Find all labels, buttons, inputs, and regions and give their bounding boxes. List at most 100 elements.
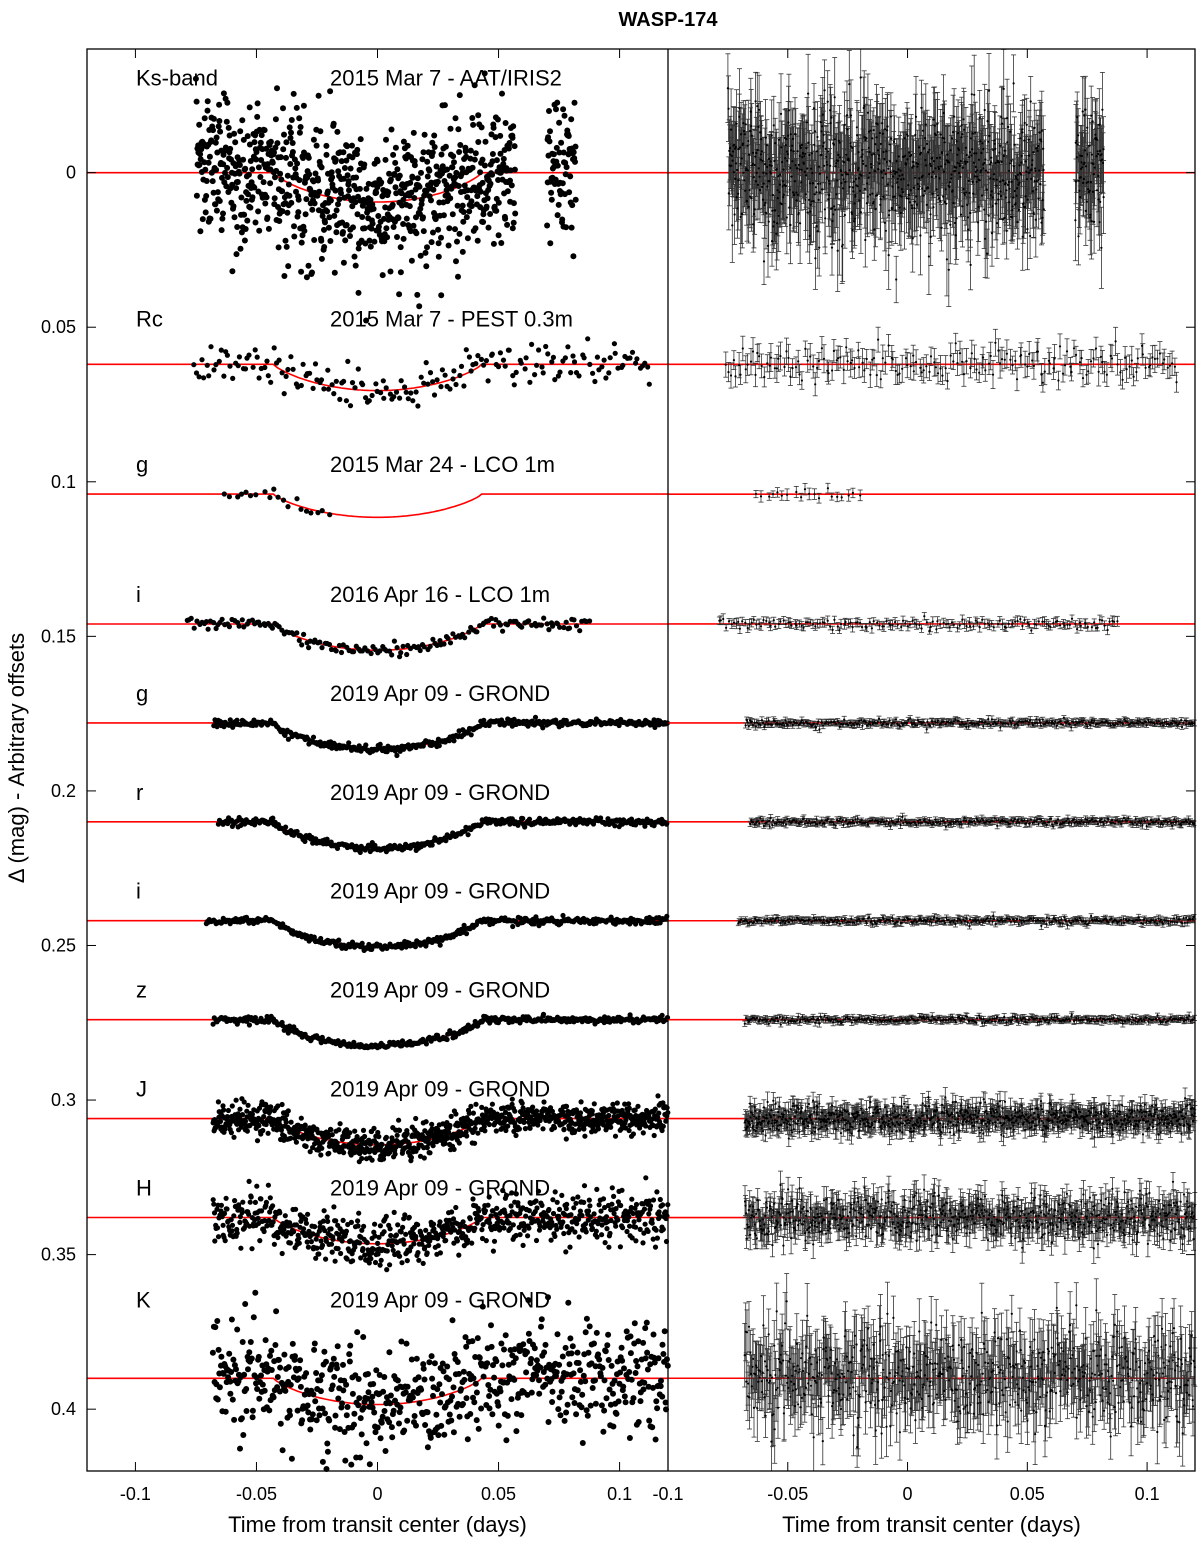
data-point <box>214 1225 221 1231</box>
data-point <box>398 378 404 384</box>
data-point <box>440 212 447 219</box>
data-point <box>554 1199 560 1205</box>
data-point <box>268 379 274 385</box>
data-point <box>318 1238 324 1244</box>
data-point <box>438 151 445 158</box>
data-point <box>513 1428 520 1435</box>
model-curve-10 <box>87 1377 668 1406</box>
data-point <box>343 1412 350 1419</box>
data-point <box>387 1262 393 1268</box>
data-point <box>424 173 431 180</box>
data-point <box>322 1410 328 1417</box>
data-point <box>475 1425 482 1432</box>
data-point <box>511 143 518 150</box>
data-point <box>270 1394 277 1401</box>
data-point <box>422 249 429 256</box>
data-point <box>355 289 362 296</box>
data-point <box>396 1127 403 1133</box>
data-point <box>298 239 305 246</box>
data-point <box>242 165 249 172</box>
data-point <box>570 353 576 359</box>
data-point <box>347 233 353 239</box>
data-point <box>246 1178 252 1184</box>
data-point <box>549 359 555 365</box>
data-point <box>318 255 325 262</box>
data-point <box>318 164 325 171</box>
data-point <box>411 162 418 169</box>
data-point <box>456 1413 463 1420</box>
data-point <box>246 1349 253 1356</box>
data-point <box>293 1139 299 1145</box>
data-point <box>479 156 486 163</box>
data-point <box>279 1250 285 1257</box>
data-point <box>229 181 236 188</box>
data-point <box>655 1093 661 1099</box>
data-point <box>233 251 240 258</box>
data-point <box>333 648 339 654</box>
data-point <box>241 1371 248 1378</box>
data-point <box>283 139 290 146</box>
data-point <box>398 1229 404 1235</box>
data-point <box>281 391 287 397</box>
data-point <box>321 226 327 233</box>
data-point <box>455 273 461 280</box>
data-point <box>368 650 374 657</box>
data-point <box>533 1357 540 1364</box>
data-point <box>408 390 414 396</box>
data-point <box>478 1215 484 1221</box>
data-point <box>404 1258 410 1264</box>
data-point <box>422 1422 429 1428</box>
data-point <box>411 1413 418 1419</box>
data-point <box>259 1381 266 1388</box>
data-point <box>249 1414 256 1421</box>
data-point <box>538 1316 545 1323</box>
data-point <box>477 188 484 195</box>
data-point <box>429 1121 435 1127</box>
data-point <box>460 209 467 215</box>
data-point <box>337 1121 343 1127</box>
data-point <box>428 239 435 246</box>
data-point <box>340 149 347 156</box>
data-point <box>464 235 471 242</box>
data-point <box>545 351 551 357</box>
data-point <box>435 226 442 233</box>
data-point <box>334 128 341 135</box>
data-point <box>508 1203 514 1209</box>
data-point <box>468 368 474 374</box>
data-point <box>270 1203 276 1209</box>
data-point <box>570 1196 576 1202</box>
data-point <box>230 203 237 210</box>
data-point <box>239 1339 246 1345</box>
data-point <box>288 199 295 206</box>
data-point <box>627 355 633 361</box>
data-point <box>294 630 300 636</box>
data-point <box>375 1240 381 1246</box>
data-point <box>289 149 296 155</box>
data-point <box>360 1127 367 1133</box>
data-point <box>206 373 212 379</box>
data-point <box>437 1399 444 1406</box>
data-point <box>302 211 309 218</box>
data-point <box>466 629 472 635</box>
data-point <box>351 253 358 260</box>
data-point <box>451 159 457 166</box>
data-point <box>204 107 211 114</box>
data-point <box>349 154 356 161</box>
data-point <box>407 179 414 186</box>
data-point <box>551 1125 558 1131</box>
data-point <box>415 403 421 409</box>
data-point <box>384 1267 390 1273</box>
data-point <box>372 1221 378 1227</box>
data-point <box>594 354 601 360</box>
data-point <box>445 635 451 641</box>
data-point <box>215 1099 221 1105</box>
data-point <box>314 1245 320 1251</box>
data-point <box>323 142 330 149</box>
data-point <box>279 188 286 195</box>
data-point <box>278 1127 284 1133</box>
data-point <box>241 237 248 244</box>
data-point <box>312 361 319 367</box>
data-point <box>426 167 433 174</box>
data-point <box>495 1402 502 1409</box>
data-point <box>218 1202 224 1208</box>
